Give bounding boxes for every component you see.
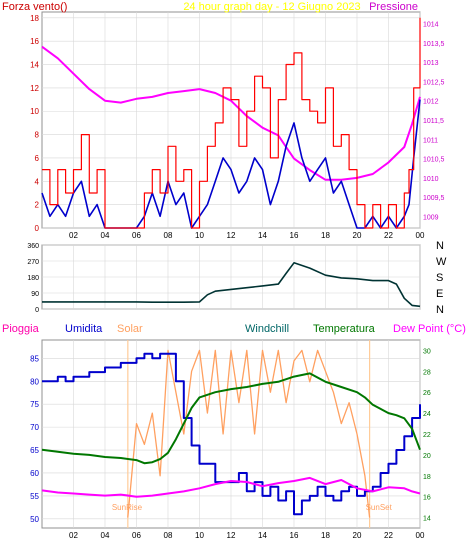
climate-panel-right-tick-label: 26 — [423, 390, 431, 397]
temperature-series-line — [41, 372, 421, 465]
climate-panel-right-tick-label: 16 — [423, 495, 431, 502]
dewpoint-series-line — [41, 476, 421, 498]
wind-panel-x-tick-label: 12 — [227, 231, 236, 240]
climate-panel-x-tick-label: 12 — [227, 531, 236, 540]
climate-panel-right-tick-label: 14 — [423, 516, 431, 523]
wind-panel-tick-labels: 02 04 06 08 10 12 14 16 18 20 22 000246810121416181… — [30, 14, 444, 240]
direction-series-line — [42, 262, 421, 308]
wind-panel-left-tick-label: 2 — [35, 201, 40, 210]
wind-panel-x-tick-label: 08 — [164, 231, 173, 240]
climate-panel-left-tick-label: 80 — [30, 377, 39, 386]
direction-panel-y-tick-label: 270 — [27, 259, 39, 266]
wind-panel-x-tick-label: 16 — [290, 231, 299, 240]
wind-panel-right-tick-label: 1011 — [423, 137, 438, 144]
climate-panel-x-tick-label: 04 — [101, 531, 110, 540]
wind-panel-right-tick-label: 1012,5 — [423, 79, 445, 86]
climate-panel-x-tick-label: 10 — [195, 531, 204, 540]
direction-panel-series — [42, 262, 421, 308]
wind-panel-x-tick-label: 22 — [384, 231, 393, 240]
wind-panel-x-tick-label: 18 — [321, 231, 330, 240]
wind-panel-x-tick-label: 00 — [416, 231, 425, 240]
wind-panel-right-tick-label: 1010 — [423, 176, 439, 183]
label-pioggia: Pioggia — [2, 323, 40, 335]
wind-panel-left-tick-label: 4 — [35, 177, 40, 186]
wind-panel-left-tick-label: 0 — [35, 224, 40, 233]
solar-series-line — [127, 349, 371, 518]
wind-panel-right-tick-label: 1009 — [423, 214, 439, 221]
climate-panel-left-tick-label: 55 — [30, 492, 39, 501]
climate-panel-left-tick-label: 65 — [30, 446, 39, 455]
climate-panel-x-tick-label: 16 — [290, 531, 299, 540]
direction-panel-tick-labels: 0 N 90 E 180 S 270 W 360 N — [27, 240, 447, 316]
sunrise-label: SunRise — [112, 503, 143, 512]
climate-panel-left-tick-label: 50 — [30, 515, 39, 524]
wind-panel-left-tick-label: 16 — [30, 37, 39, 46]
wind-panel-x-tick-label: 10 — [195, 231, 204, 240]
wind-chart-title: 24 hour graph day - 12 Giugno 2023 — [183, 1, 360, 13]
compass-label: E — [436, 288, 443, 300]
direction-panel-y-tick-label: 90 — [31, 291, 39, 298]
climate-panel-x-tick-label: 22 — [384, 531, 393, 540]
climate-panel-left-tick-label: 70 — [30, 423, 39, 432]
wind-panel-right-tick-label: 1010,5 — [423, 157, 445, 164]
compass-label: W — [436, 256, 447, 268]
climate-panel-right-tick-label: 20 — [423, 453, 431, 460]
climate-panel-x-tick-label: 06 — [132, 531, 141, 540]
wind-panel-right-tick-label: 1011,5 — [423, 118, 444, 125]
climate-panel-right-tick-label: 18 — [423, 474, 431, 481]
climate-panel-right-tick-label: 28 — [423, 369, 431, 376]
wind-panel-right-tick-label: 1012 — [423, 99, 439, 106]
climate-panel-series — [41, 349, 421, 518]
pressure-axis-label: Pressione — [369, 1, 418, 13]
climate-panel-x-tick-label: 08 — [164, 531, 173, 540]
wind-panel-x-tick-label: 02 — [69, 231, 78, 240]
direction-panel-y-tick-label: 180 — [27, 275, 39, 282]
label-dew-point: Dew Point (°C) — [393, 323, 466, 335]
wind-panel-left-tick-label: 6 — [35, 154, 40, 163]
label-umidita: Umidita — [65, 323, 103, 335]
wind-panel-x-tick-label: 04 — [101, 231, 110, 240]
gust-series-line — [41, 99, 421, 229]
climate-panel-right-tick-label: 24 — [423, 411, 431, 418]
wind-panel-series — [41, 17, 421, 229]
wind-panel-right-tick-label: 1013,5 — [423, 41, 445, 48]
wind-panel-left-tick-label: 10 — [30, 107, 39, 116]
climate-panel-tick-labels: 02 04 06 08 10 12 14 16 18 20 22 00 50 55 60 65 70 75 80 85… — [30, 348, 431, 540]
climate-panel-left-tick-label: 60 — [30, 469, 39, 478]
direction-panel-y-tick-label: 0 — [35, 307, 39, 314]
climate-panel-x-tick-label: 00 — [416, 531, 425, 540]
sunset-label: SunSet — [366, 503, 393, 512]
wind-panel-x-tick-label: 14 — [258, 231, 267, 240]
wind-panel-right-tick-label: 1013 — [423, 60, 439, 67]
label-temperatura: Temperatura — [313, 323, 376, 335]
climate-panel-x-tick-label: 14 — [258, 531, 267, 540]
direction-panel-grid — [42, 244, 421, 310]
wind-panel-left-tick-label: 8 — [35, 131, 40, 140]
climate-panel-left-tick-label: 75 — [30, 400, 39, 409]
climate-panel-x-tick-label: 20 — [353, 531, 362, 540]
label-windchill: Windchill — [245, 323, 289, 335]
climate-panel-right-tick-label: 30 — [423, 348, 431, 355]
climate-panel-x-tick-label: 02 — [69, 531, 78, 540]
wind-left-axis-label: Forza vento() — [2, 1, 67, 13]
compass-label: S — [436, 272, 443, 284]
compass-label: N — [436, 304, 444, 316]
wind-panel-right-tick-label: 1009,5 — [423, 195, 445, 202]
wind-panel-left-tick-label: 14 — [30, 61, 39, 70]
wind-panel-left-tick-label: 18 — [30, 14, 39, 23]
wind-series-line — [42, 17, 421, 229]
wind-panel-x-tick-label: 06 — [132, 231, 141, 240]
wind-panel-left-tick-label: 12 — [30, 84, 39, 93]
wind-panel-x-tick-label: 20 — [353, 231, 362, 240]
label-solar: Solar — [117, 323, 143, 335]
climate-panel-right-tick-label: 22 — [423, 432, 431, 439]
compass-label: N — [436, 240, 444, 252]
direction-panel-y-tick-label: 360 — [27, 243, 39, 250]
wind-panel-right-tick-label: 1014 — [423, 22, 439, 29]
climate-panel-x-tick-label: 18 — [321, 531, 330, 540]
climate-panel-left-tick-label: 85 — [30, 354, 39, 363]
